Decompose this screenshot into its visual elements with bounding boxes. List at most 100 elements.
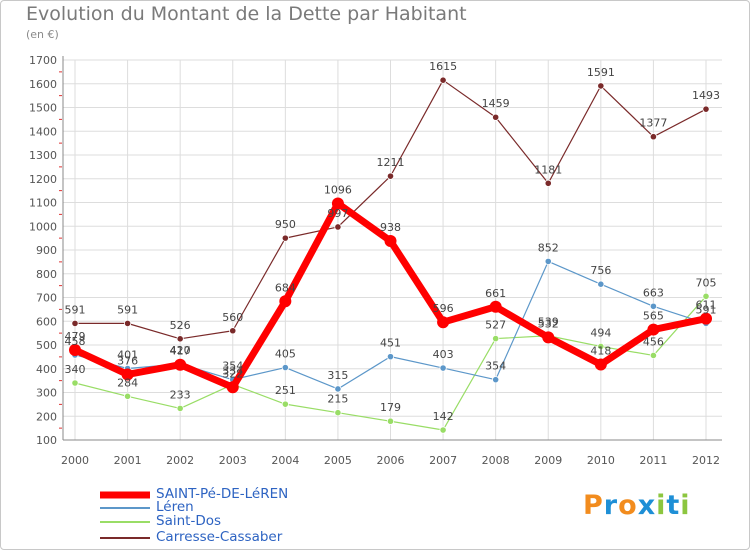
y-tick-label: 1200 [29,173,57,186]
legend-label-saint-dos: Saint-Dos [156,513,222,529]
data-point-0 [542,331,555,344]
data-point-0 [647,323,660,336]
data-point-3 [176,335,184,343]
legend-swatch-leren [100,507,150,509]
data-point-2 [334,409,342,417]
data-label-1: 354 [222,360,243,373]
data-label-0: 322 [222,367,243,380]
data-label-2: 340 [65,363,86,376]
data-label-2: 539 [538,316,559,329]
y-tick-label: 700 [36,292,57,305]
data-label-2: 251 [275,384,296,397]
data-label-0: 376 [117,354,138,367]
x-tick-label: 2003 [219,454,247,467]
data-point-1 [281,363,289,372]
data-label-3: 1377 [639,117,667,130]
data-point-0 [226,381,239,394]
y-tick-label: 500 [36,339,57,352]
x-tick-label: 2007 [429,454,457,467]
data-point-3 [597,82,605,90]
data-point-2 [176,404,184,413]
logo-letter: r [603,490,619,521]
data-label-3: 1459 [482,97,510,110]
data-point-0 [331,197,344,210]
data-point-3 [702,105,710,113]
legend-swatch-saint-dos [100,521,150,523]
data-label-1: 315 [327,369,348,382]
data-label-2: 233 [170,388,191,401]
data-label-3: 950 [275,218,296,231]
y-tick-label: 1600 [29,78,57,91]
data-point-3 [229,327,237,335]
x-tick-label: 2008 [482,454,510,467]
data-label-3: 1493 [692,89,720,102]
data-point-1 [334,385,342,393]
data-label-1: 420 [170,344,191,357]
data-point-1 [597,280,605,288]
legend-label-carresse: Carresse-Cassaber [156,529,283,545]
data-point-2 [71,379,79,387]
data-label-1: 458 [65,335,86,348]
legend-swatch-saint-pe [100,491,150,499]
y-tick-label: 400 [36,363,57,376]
data-label-0: 684 [275,281,296,294]
y-tick-label: 1000 [29,220,57,233]
data-label-0: 1096 [324,183,352,196]
chart-subtitle: (en €) [26,28,59,41]
data-point-0 [121,368,134,381]
data-label-1: 663 [643,286,664,299]
legend-label-saint-pe: SAINT-Pé-DE-LéREN [156,486,289,502]
data-point-3 [492,113,500,121]
data-point-3 [386,172,395,180]
data-point-3 [281,234,289,242]
y-tick-label: 600 [36,315,57,328]
data-label-1: 756 [590,264,611,277]
data-label-1: 852 [538,241,559,254]
data-label-0: 418 [590,344,611,357]
data-point-2 [439,426,447,434]
data-label-2: 179 [380,401,401,414]
x-tick-label: 2002 [166,454,194,467]
data-label-0: 611 [696,299,717,312]
data-point-0 [69,343,81,356]
data-point-2 [597,342,605,351]
data-label-1: 591 [696,303,717,316]
x-tick-label: 2010 [587,454,615,467]
data-point-3 [649,133,658,141]
data-label-2: 142 [433,410,454,423]
data-label-0: 532 [538,317,559,330]
x-tick-label: 2009 [534,454,562,467]
data-point-0 [489,300,502,313]
logo-letter: t [666,490,681,521]
data-point-0 [437,316,450,329]
y-tick-label: 1100 [29,197,57,210]
logo-letter: P [583,490,604,521]
data-label-3: 591 [65,303,86,316]
data-label-0: 565 [643,310,664,323]
logo-letter: o [618,490,638,521]
data-point-2 [649,351,658,360]
data-label-0: 479 [65,330,86,343]
data-label-3: 1615 [429,60,457,73]
y-tick-label: 200 [36,410,57,423]
data-label-3: 560 [222,311,243,324]
x-tick-label: 2000 [61,454,89,467]
x-tick-label: 2004 [271,454,299,467]
data-label-0: 661 [485,287,506,300]
data-label-2: 456 [643,335,664,348]
data-label-1: 403 [433,348,454,361]
data-label-3: 1181 [534,163,562,176]
data-point-3 [123,319,132,327]
data-point-3 [71,319,79,327]
data-label-1: 405 [275,348,296,361]
data-label-2: 494 [590,326,611,339]
data-label-3: 1211 [377,156,405,169]
legend-swatch-carresse [100,537,150,539]
data-point-1 [649,302,658,310]
x-tick-label: 2005 [324,454,352,467]
data-label-3: 997 [327,207,348,220]
data-point-2 [492,334,500,343]
data-point-0 [174,358,187,371]
legend-label-leren: Léren [156,499,194,515]
